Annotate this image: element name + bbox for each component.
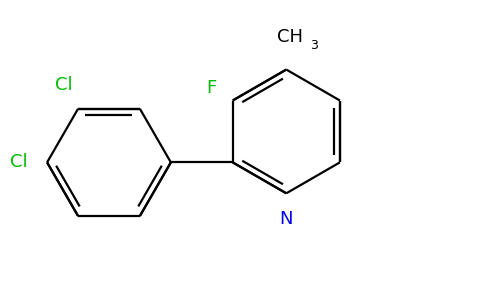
Circle shape (45, 66, 83, 103)
Circle shape (260, 11, 312, 63)
Text: CH: CH (277, 28, 303, 46)
Text: F: F (206, 79, 216, 97)
Text: Cl: Cl (55, 76, 73, 94)
Circle shape (272, 206, 300, 233)
Circle shape (0, 144, 38, 181)
Circle shape (200, 77, 223, 99)
Text: 3: 3 (310, 39, 318, 52)
Text: N: N (280, 210, 293, 228)
Text: Cl: Cl (11, 153, 28, 171)
